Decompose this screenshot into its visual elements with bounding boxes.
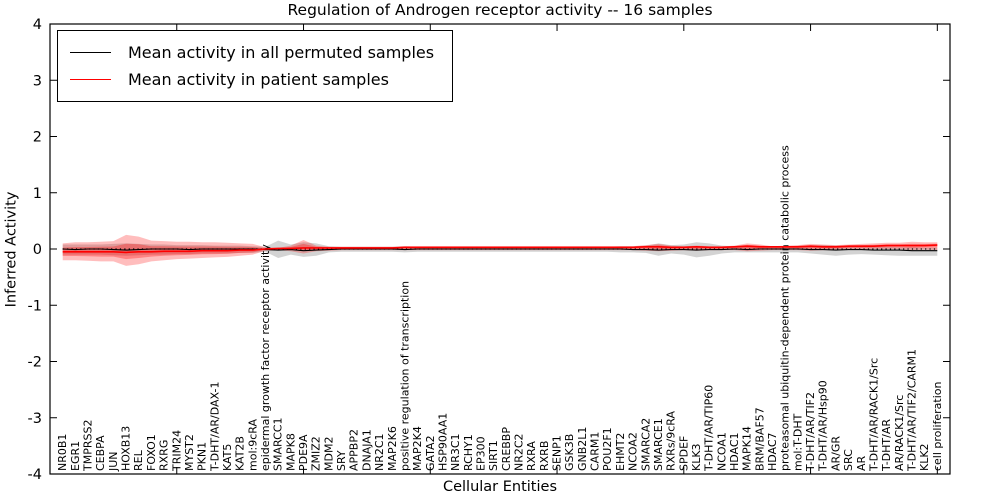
x-category-label: PKN1 bbox=[196, 442, 209, 471]
x-category-label: AR/GR bbox=[829, 436, 842, 471]
x-category-label: GATA2 bbox=[424, 435, 437, 471]
x-category-label: TMPRSS2 bbox=[82, 420, 95, 472]
x-category-label: MAP2K4 bbox=[411, 426, 424, 471]
x-category-label: CARM1 bbox=[589, 432, 602, 471]
x-category-label: HDAC1 bbox=[728, 432, 741, 471]
x-category-label: proteasomal ubiquitin-dependent protein … bbox=[779, 145, 792, 471]
y-tick-label: 0 bbox=[33, 242, 42, 258]
x-category-label: APPBP2 bbox=[348, 429, 361, 471]
x-category-label: EP300 bbox=[474, 436, 487, 471]
x-category-label: NR0B1 bbox=[56, 434, 69, 471]
x-axis-label: Cellular Entities bbox=[442, 479, 558, 495]
x-category-label: JUN bbox=[107, 451, 120, 472]
x-category-label: RCHY1 bbox=[462, 434, 475, 471]
x-category-label: T-DHT/AR bbox=[880, 419, 893, 472]
x-category-label: T-DHT/AR/Hsp90 bbox=[817, 380, 830, 472]
y-tick-label: 4 bbox=[33, 17, 42, 33]
patient-line-swatch bbox=[70, 79, 111, 80]
x-category-label: GSK3B bbox=[563, 434, 576, 471]
y-tick-label: 3 bbox=[33, 73, 42, 89]
x-category-label: MAPK14 bbox=[741, 426, 754, 471]
x-category-label: KAT5 bbox=[221, 444, 234, 471]
x-category-label: AR bbox=[855, 455, 868, 471]
x-category-label: TRIM24 bbox=[170, 430, 183, 472]
x-category-label: EHMT2 bbox=[614, 433, 627, 471]
x-category-label: HDAC7 bbox=[766, 432, 779, 471]
x-category-label: POU2F1 bbox=[601, 427, 614, 471]
legend-label-patient: Mean activity in patient samples bbox=[128, 70, 389, 89]
y-axis-label: Inferred Activity bbox=[3, 191, 20, 308]
x-category-label: mol:9cRA bbox=[246, 419, 259, 471]
x-category-label: REL bbox=[132, 449, 145, 471]
x-category-label: mol:T-DHT bbox=[791, 413, 804, 471]
x-category-label: SMARCC1 bbox=[272, 418, 285, 471]
x-category-label: SMARCA2 bbox=[639, 418, 652, 471]
x-category-label: HSP90AA1 bbox=[436, 413, 449, 471]
legend-entry-permuted: Mean activity in all permuted samples bbox=[70, 39, 434, 66]
permuted-line-swatch bbox=[70, 52, 111, 53]
x-category-label: DNAJA1 bbox=[360, 429, 373, 471]
legend-entry-patient: Mean activity in patient samples bbox=[70, 66, 434, 93]
x-category-label: SENP1 bbox=[551, 435, 564, 471]
y-tick-label: -4 bbox=[28, 467, 42, 483]
y-tick-label: 1 bbox=[33, 186, 42, 202]
x-category-label: RXRs/9cRA bbox=[665, 410, 678, 471]
x-category-label: FOXO1 bbox=[145, 434, 158, 471]
x-category-label: MYST2 bbox=[183, 434, 196, 471]
x-category-label: MDM2 bbox=[322, 437, 335, 471]
x-category-label: RXRG bbox=[158, 440, 171, 471]
x-category-label: CEBPA bbox=[94, 435, 107, 471]
x-category-label: PDE9A bbox=[297, 434, 310, 471]
y-tick-label: -1 bbox=[28, 298, 42, 314]
x-category-label: AR/RACK1/Src bbox=[893, 395, 906, 471]
x-category-label: BRM/BAF57 bbox=[753, 407, 766, 471]
x-category-label: SIRT1 bbox=[487, 440, 500, 471]
x-category-label: T-DHT/AR/TIP60 bbox=[703, 385, 716, 472]
x-category-label: EGR1 bbox=[69, 441, 82, 471]
x-category-label: NCOA2 bbox=[627, 432, 640, 471]
x-category-label: NR3C1 bbox=[449, 433, 462, 471]
y-tick-label: 2 bbox=[33, 130, 42, 146]
x-category-label: T-DHT/AR/TIF2/CARM1 bbox=[905, 349, 918, 472]
x-category-label: ZMIZ2 bbox=[310, 436, 323, 471]
y-tick-label: -3 bbox=[28, 411, 42, 427]
x-category-label: NR2C2 bbox=[513, 433, 526, 471]
x-category-label: NCOA1 bbox=[715, 432, 728, 471]
x-category-label: GNB2L1 bbox=[576, 427, 589, 471]
x-category-label: HOXB13 bbox=[120, 426, 133, 471]
x-category-label: T-DHT/AR/TIF2 bbox=[804, 392, 817, 472]
x-category-label: RXRA bbox=[525, 441, 538, 471]
x-category-label: positive regulation of transcription bbox=[398, 281, 411, 471]
y-tick-label: -2 bbox=[28, 355, 42, 371]
x-category-label: SRY bbox=[335, 450, 348, 471]
chart-title: Regulation of Androgen receptor activity… bbox=[287, 1, 713, 19]
x-category-label: KLK2 bbox=[918, 443, 931, 471]
x-category-label: CREBBP bbox=[500, 427, 513, 471]
x-category-label: MAP2K6 bbox=[386, 426, 399, 471]
x-category-label: SPDEF bbox=[677, 436, 690, 471]
x-category-label: KAT2B bbox=[234, 436, 247, 471]
x-category-label: cell proliferation bbox=[931, 381, 944, 471]
x-category-label: NR2C1 bbox=[373, 433, 386, 471]
x-category-label: epidermal growth factor receptor activit… bbox=[259, 244, 272, 471]
x-category-label: T-DHT/AR/DAX-1 bbox=[208, 382, 221, 472]
legend-label-permuted: Mean activity in all permuted samples bbox=[128, 43, 435, 62]
legend: Mean activity in all permuted samples Me… bbox=[57, 30, 454, 102]
x-category-label: SRC bbox=[842, 449, 855, 471]
x-category-label: KLK3 bbox=[690, 443, 703, 471]
x-category-label: MAPK8 bbox=[284, 433, 297, 471]
x-category-label: T-DHT/AR/RACK1/Src bbox=[867, 358, 880, 472]
x-category-label: RXRB bbox=[538, 441, 551, 471]
x-category-label: SMARCE1 bbox=[652, 418, 665, 471]
